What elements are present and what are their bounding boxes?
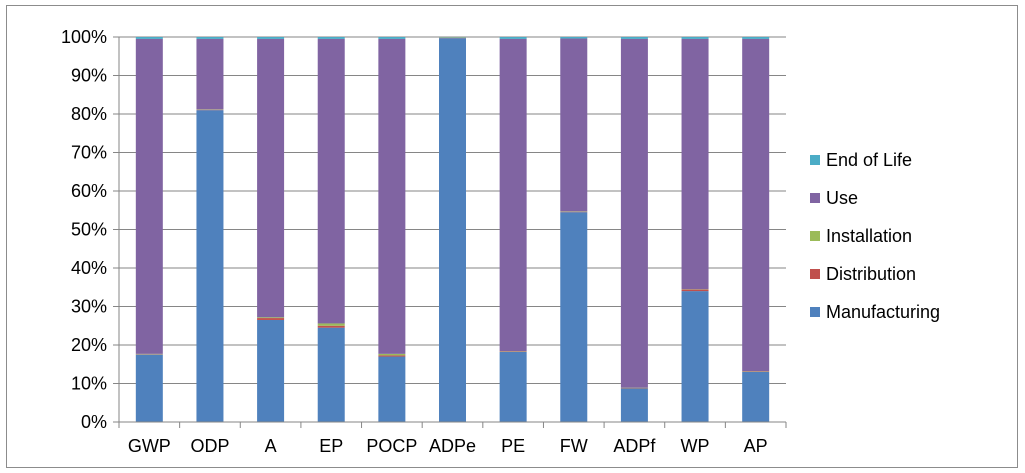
y-tick-label: 60% [71, 181, 107, 201]
legend-label: Use [826, 188, 858, 208]
bar-segment-use [317, 38, 345, 324]
bar-segment-manufacturing [378, 356, 406, 422]
x-tick-label: AP [744, 436, 768, 456]
bar-segment-manufacturing [620, 388, 648, 422]
legend-label: Distribution [826, 264, 916, 284]
bar-segment-manufacturing [257, 319, 285, 422]
x-tick-label: POCP [366, 436, 417, 456]
y-tick-label: 100% [61, 27, 107, 47]
legend-swatch [810, 307, 820, 317]
bar-segment-use [499, 38, 527, 352]
bar-segment-use [196, 38, 224, 110]
bar-segment-manufacturing [196, 110, 224, 423]
bar-segment-installation [317, 323, 345, 326]
legend: End of Life Use Installation Distribution Ma… [810, 150, 940, 322]
x-tick-label: WP [681, 436, 710, 456]
legend-label: Installation [826, 226, 912, 246]
bar-segment-manufacturing [499, 351, 527, 422]
y-tick-label: 90% [71, 66, 107, 86]
bar-segment-end-of-life [135, 37, 163, 39]
x-tick-label: EP [319, 436, 343, 456]
x-tick-label: ODP [190, 436, 229, 456]
bar-segment-use [257, 38, 285, 318]
bar-segment-manufacturing [439, 38, 466, 422]
bar-segment-use [560, 38, 588, 212]
bar-segment-use [135, 38, 163, 354]
legend-swatch [810, 193, 820, 203]
y-tick-label: 20% [71, 335, 107, 355]
bar-segment-installation [378, 353, 406, 356]
bar-segment-use [742, 38, 770, 372]
bar-segment-end-of-life [317, 37, 345, 39]
y-tick-label: 0% [81, 412, 107, 432]
bar-segment-use [378, 38, 406, 354]
y-tick-label: 10% [71, 374, 107, 394]
x-tick-label: A [265, 436, 277, 456]
bar-segment-manufacturing [560, 212, 588, 422]
legend-swatch [810, 155, 820, 165]
legend-label: Manufacturing [826, 302, 940, 322]
bar-segment-end-of-life [196, 37, 224, 39]
bar-segment-distribution [378, 355, 406, 357]
x-tick-label: ADPf [613, 436, 656, 456]
bar-segment-manufacturing [742, 371, 770, 422]
bar-segment-end-of-life [560, 37, 588, 39]
bar-segment-end-of-life [620, 37, 648, 39]
bar-segment-end-of-life [742, 37, 770, 39]
bar-segment-distribution [681, 289, 709, 292]
bar-segment-manufacturing [135, 354, 163, 422]
legend-swatch [810, 269, 820, 279]
y-tick-label: 80% [71, 104, 107, 124]
bar-segment-distribution [317, 325, 345, 328]
x-tick-label: FW [560, 436, 588, 456]
bar-segment-manufacturing [681, 291, 709, 422]
legend-label: End of Life [826, 150, 912, 170]
bar-segment-installation [257, 317, 285, 319]
bar-segment-end-of-life [681, 37, 709, 39]
bar-segment-use [620, 38, 648, 388]
y-tick-label: 30% [71, 297, 107, 317]
bar-segment-distribution [257, 318, 285, 320]
x-tick-label: ADPe [429, 436, 476, 456]
bar-segment-manufacturing [317, 327, 345, 422]
bars [135, 37, 770, 423]
legend-swatch [810, 231, 820, 241]
axes: 0% 10% 20% 30% 40% 50% 60% 70% 80% 90% 100% GWP ODP A… [61, 27, 787, 456]
y-tick-label: 70% [71, 143, 107, 163]
bar-segment-use [681, 38, 709, 290]
x-tick-label: GWP [128, 436, 171, 456]
bar-segment-end-of-life [257, 37, 285, 39]
y-tick-label: 40% [71, 258, 107, 278]
bar-segment-end-of-life [378, 37, 406, 39]
bar-segment-end-of-life [499, 37, 527, 39]
y-tick-label: 50% [71, 220, 107, 240]
x-tick-label: PE [501, 436, 525, 456]
